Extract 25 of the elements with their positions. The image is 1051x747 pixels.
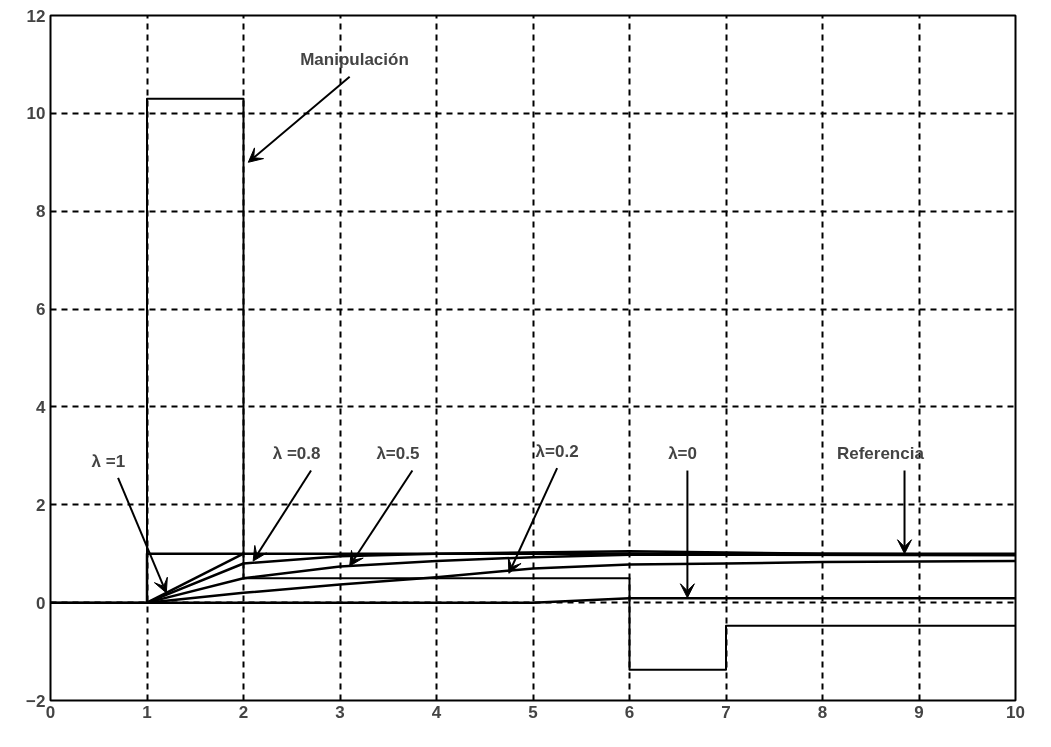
- y-tick-label: −2: [26, 691, 46, 711]
- x-tick-label: 7: [721, 702, 731, 722]
- annotation: λ =1: [91, 451, 126, 471]
- annotation: λ =0.8: [272, 444, 321, 464]
- y-tick-label: 8: [36, 202, 46, 222]
- x-tick-label: 3: [335, 702, 345, 722]
- annotation: λ=0.5: [376, 444, 420, 464]
- x-tick-label: 9: [914, 702, 924, 722]
- x-tick-label: 4: [431, 702, 442, 722]
- x-tick-label: 6: [624, 702, 635, 722]
- annotation: λ=0.2: [535, 441, 579, 461]
- x-tick-label: 8: [817, 702, 828, 722]
- x-tick-label: 2: [238, 702, 249, 722]
- annotation: Manipulación: [300, 50, 409, 70]
- x-tick-label: 1: [142, 702, 152, 722]
- x-tick-label: 10: [1006, 702, 1025, 722]
- x-tick-label: 5: [528, 702, 538, 722]
- y-tick-label: 0: [36, 593, 46, 613]
- y-tick-label: 10: [26, 104, 46, 124]
- y-tick-label: 12: [26, 6, 46, 26]
- y-tick-label: 6: [36, 300, 46, 320]
- y-tick-label: 2: [36, 495, 46, 515]
- annotation: Referencia: [836, 444, 925, 464]
- y-tick-label: 4: [36, 397, 47, 417]
- annotation: λ=0: [668, 444, 697, 464]
